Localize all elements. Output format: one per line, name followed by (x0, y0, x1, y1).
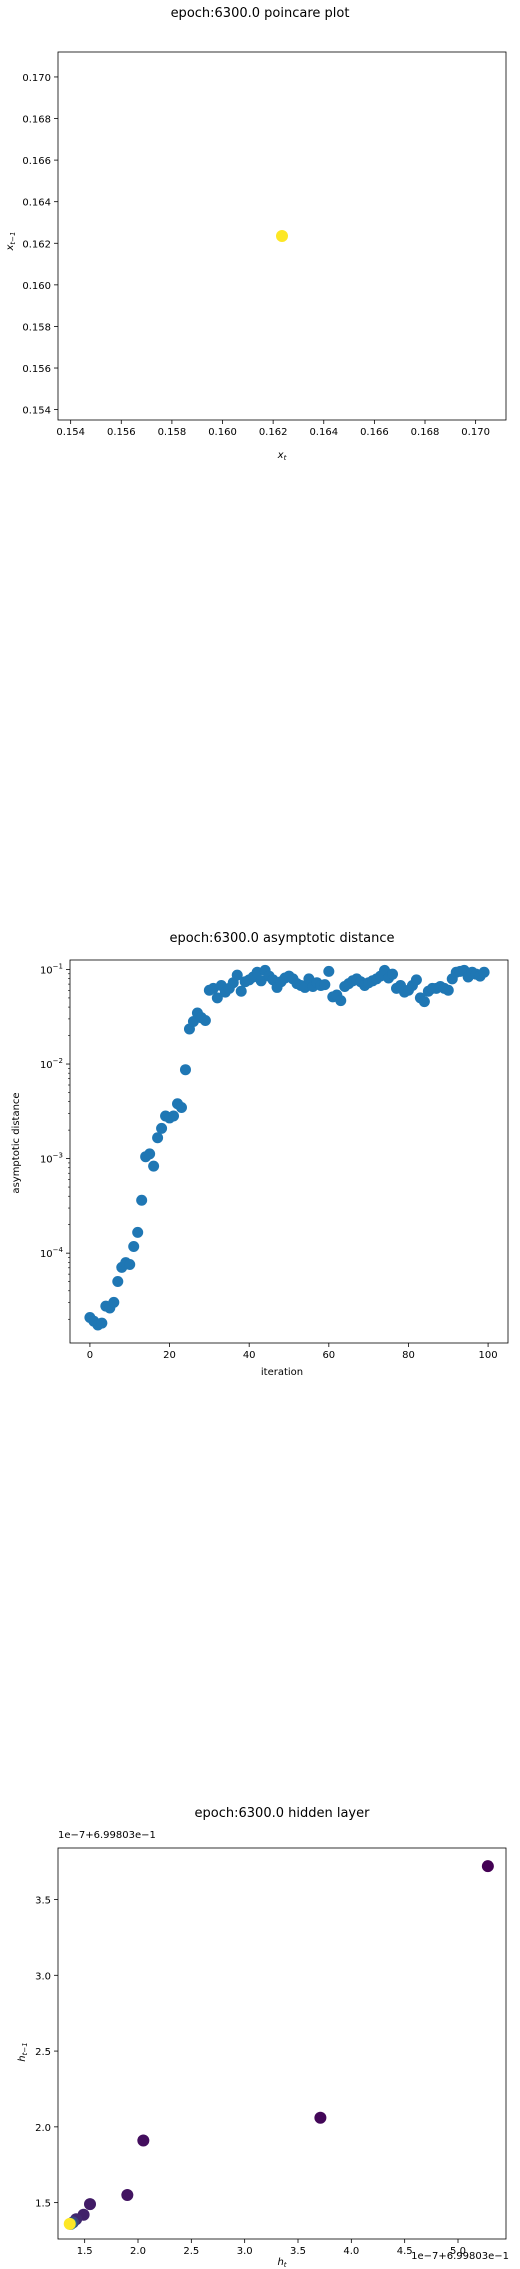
x-tick-label: 4.0 (343, 2246, 359, 2257)
data-point (124, 1259, 136, 1271)
y-tick-label: 0.156 (22, 364, 51, 375)
data-point (314, 2111, 327, 2124)
data-point (175, 1102, 187, 1114)
y-tick-label: 10−4 (40, 1246, 64, 1260)
x-tick-label: 3.0 (237, 2246, 253, 2257)
data-point (137, 2134, 150, 2147)
y-tick-label: 10−2 (40, 1057, 63, 1071)
x-tick-label: 0.164 (309, 427, 338, 438)
hidden-layer-chart: epoch:6300.0 hidden layer 1e−7+6.99803e−… (17, 1806, 509, 2269)
x-tick-label: 0.154 (56, 427, 85, 438)
data-point (152, 1132, 164, 1144)
data-point (168, 1110, 180, 1122)
y-tick-label: 2.5 (35, 2047, 51, 2058)
data-point (84, 2198, 96, 2211)
data-point (136, 1194, 148, 1206)
data-point (128, 1241, 140, 1253)
data-point (179, 1064, 191, 1076)
data-point (121, 2189, 134, 2202)
data-point (319, 979, 331, 991)
y-offset-text: 1e−7+6.99803e−1 (58, 1830, 156, 1841)
y-tick-label: 0.168 (22, 115, 51, 126)
data-point (299, 981, 311, 993)
x-tick-label: 40 (243, 1350, 256, 1361)
y-tick-label: 3.5 (35, 1896, 51, 1907)
data-point (156, 1122, 168, 1134)
x-tick-label: 5.0 (450, 2246, 466, 2257)
x-tick-label: 100 (479, 1350, 498, 1361)
x-tick-label: 4.5 (397, 2246, 413, 2257)
data-point (211, 992, 223, 1004)
y-tick-label: 0.158 (22, 322, 51, 333)
data-point (148, 1160, 160, 1172)
y-tick-label: 3.0 (35, 1971, 51, 1982)
svg-text:xt: xt (277, 450, 287, 462)
x-tick-label: 60 (322, 1350, 335, 1361)
chart-title: epoch:6300.0 hidden layer (195, 1806, 371, 1821)
data-point (335, 995, 347, 1007)
x-tick-label: 20 (163, 1350, 176, 1361)
y-axis-label: xt−1 (5, 232, 17, 252)
data-point (481, 1860, 494, 1873)
y-tick-label: 1.5 (35, 2199, 51, 2210)
plot-frame (69, 959, 509, 1344)
data-point (418, 996, 430, 1008)
data-point (323, 965, 335, 977)
y-tick-label: 0.162 (22, 239, 51, 250)
data-point (199, 1015, 211, 1027)
y-tick-label: 10−3 (40, 1152, 63, 1166)
data-point (112, 1276, 124, 1288)
plot-frame (57, 51, 507, 421)
plot-frame (57, 1847, 507, 2240)
data-point (387, 968, 399, 980)
y-tick-label: 2.0 (35, 2123, 51, 2134)
svg-text:xt−1: xt−1 (5, 232, 17, 252)
x-tick-label: 3.5 (290, 2246, 306, 2257)
x-tick-label: 2.5 (183, 2246, 199, 2257)
data-point (144, 1148, 156, 1160)
x-tick-label: 0.156 (107, 427, 136, 438)
x-tick-label: 0.170 (461, 427, 490, 438)
data-point (276, 230, 288, 242)
y-tick-label: 0.166 (22, 156, 51, 167)
data-point (96, 1317, 108, 1329)
x-axis-label: xt (277, 450, 287, 462)
data-point (255, 975, 267, 987)
data-point (235, 985, 247, 997)
x-tick-label: 0.158 (158, 427, 187, 438)
y-tick-label: 0.154 (22, 406, 51, 417)
x-tick-label: 0.160 (208, 427, 237, 438)
x-tick-label: 0.166 (360, 427, 389, 438)
data-point (410, 974, 422, 986)
x-tick-label: 2.0 (130, 2246, 146, 2257)
x-axis-label: iteration (261, 1367, 303, 1378)
svg-text:ht: ht (277, 2257, 286, 2269)
asymptotic-distance-chart: epoch:6300.0 asymptotic distance iterati… (11, 931, 509, 1378)
y-tick-label: 10−1 (40, 962, 63, 976)
chart-title: epoch:6300.0 poincare plot (171, 6, 350, 21)
x-tick-label: 0.168 (411, 427, 440, 438)
x-tick-label: 0.162 (259, 427, 288, 438)
x-axis-label: ht (277, 2257, 286, 2269)
x-offset-text: 1e−7+6.99803e−1 (411, 2251, 509, 2262)
data-point (132, 1226, 144, 1238)
data-point (63, 2217, 76, 2230)
data-point (478, 966, 490, 978)
data-point (108, 1296, 120, 1308)
y-tick-label: 0.170 (22, 73, 51, 84)
y-axis-label: asymptotic distance (11, 1092, 22, 1193)
poincare-plot-chart: epoch:6300.0 poincare plot xt xt−1 0.154… (5, 6, 507, 462)
x-tick-label: 1.5 (77, 2246, 93, 2257)
data-point (231, 969, 243, 981)
data-point (442, 984, 454, 996)
y-tick-label: 0.160 (22, 281, 51, 292)
y-axis-label: ht−1 (17, 2042, 29, 2061)
svg-text:ht−1: ht−1 (17, 2042, 29, 2061)
chart-title: epoch:6300.0 asymptotic distance (169, 931, 394, 946)
y-tick-label: 0.164 (22, 198, 51, 209)
x-tick-label: 80 (402, 1350, 415, 1361)
x-tick-label: 0 (87, 1350, 93, 1361)
